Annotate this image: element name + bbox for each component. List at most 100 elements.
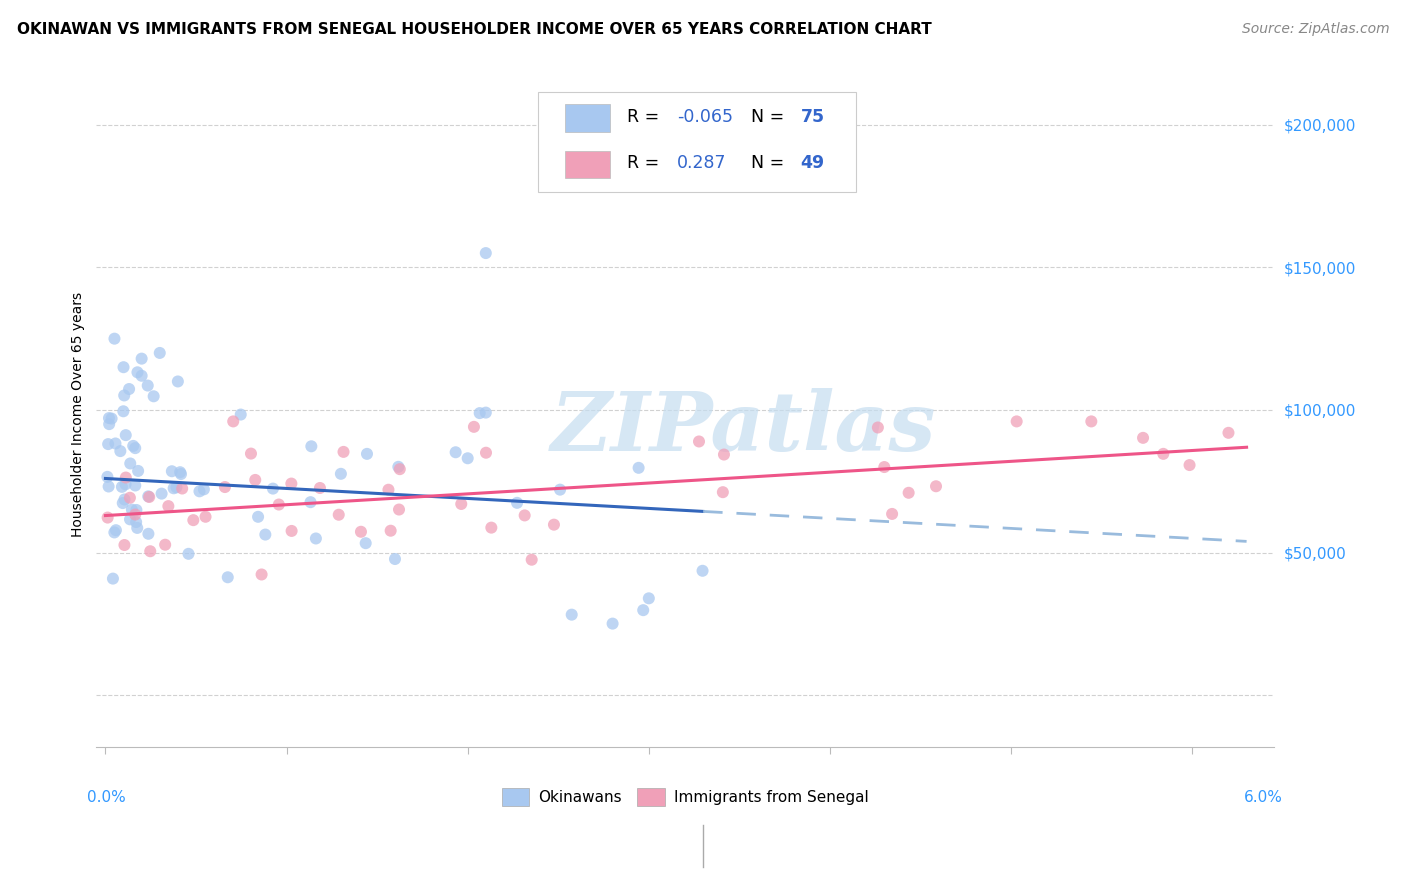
Text: ZIPatlas: ZIPatlas [551,387,936,467]
Point [170,467,193,481]
Point [384,552,406,566]
Point [104,523,127,537]
Point [142,389,165,403]
Point [214,480,236,494]
Point [350,524,373,539]
Point [513,508,536,523]
Point [153,538,176,552]
Point [328,508,350,522]
Point [97,510,120,524]
Point [103,332,125,346]
Point [150,486,173,500]
Point [124,441,146,455]
Point [463,420,485,434]
Point [160,464,183,478]
Point [157,499,180,513]
Point [711,485,734,500]
Point [127,521,149,535]
Point [1152,447,1174,461]
Point [254,527,277,541]
Point [229,408,252,422]
Point [124,478,146,492]
Point [245,473,267,487]
Point [240,447,263,461]
Point [131,368,153,383]
Point [120,457,142,471]
Text: 49: 49 [800,154,824,172]
Point [114,470,136,484]
Text: R =: R = [627,154,671,172]
Point [866,420,889,434]
Point [100,411,122,425]
Point [111,496,134,510]
Point [96,470,118,484]
Point [110,444,132,458]
Text: OKINAWAN VS IMMIGRANTS FROM SENEGAL HOUSEHOLDER INCOME OVER 65 YEARS CORRELATION: OKINAWAN VS IMMIGRANTS FROM SENEGAL HOUS… [17,22,932,37]
Point [880,507,903,521]
Point [543,517,565,532]
Point [125,515,148,529]
Point [377,483,399,497]
Point [332,445,354,459]
Point [181,513,204,527]
Point [112,360,135,375]
Point [97,479,120,493]
Point [193,483,215,497]
Point [250,567,273,582]
Text: Source: ZipAtlas.com: Source: ZipAtlas.com [1241,22,1389,37]
Point [444,445,467,459]
Point [138,526,160,541]
Point [103,525,125,540]
Point [177,547,200,561]
Text: R =: R = [627,108,665,126]
Point [127,365,149,379]
Point [188,484,211,499]
Point [112,404,135,418]
Point [104,436,127,450]
Point [1218,425,1240,440]
Point [169,465,191,479]
Point [692,564,714,578]
Point [98,417,121,431]
Point [280,476,302,491]
Point [475,246,498,260]
Point [688,434,710,449]
Point [118,382,141,396]
Point [506,496,529,510]
Text: -0.065: -0.065 [676,108,733,126]
Point [118,491,141,505]
Point [309,481,332,495]
Point [139,544,162,558]
Point [450,497,472,511]
Point [388,462,411,476]
Point [112,388,135,402]
Point [329,467,352,481]
Point [305,532,328,546]
Point [118,512,141,526]
Point [163,481,186,495]
Point [138,490,160,504]
Point [1132,431,1154,445]
Text: 6.0%: 6.0% [1244,789,1284,805]
Point [602,616,624,631]
Point [299,439,322,453]
Text: N =: N = [751,154,790,172]
Point [925,479,948,493]
Point [475,406,498,420]
Point [217,570,239,584]
Point [101,572,124,586]
Text: 0.287: 0.287 [676,154,727,172]
Point [247,509,270,524]
Point [136,489,159,503]
Text: N =: N = [751,108,790,126]
Point [131,351,153,366]
Point [97,437,120,451]
Point [356,447,378,461]
Point [713,448,735,462]
Point [267,498,290,512]
Text: 75: 75 [800,108,824,126]
FancyBboxPatch shape [565,104,610,132]
Point [114,477,136,491]
Point [121,502,143,516]
FancyBboxPatch shape [538,92,856,192]
